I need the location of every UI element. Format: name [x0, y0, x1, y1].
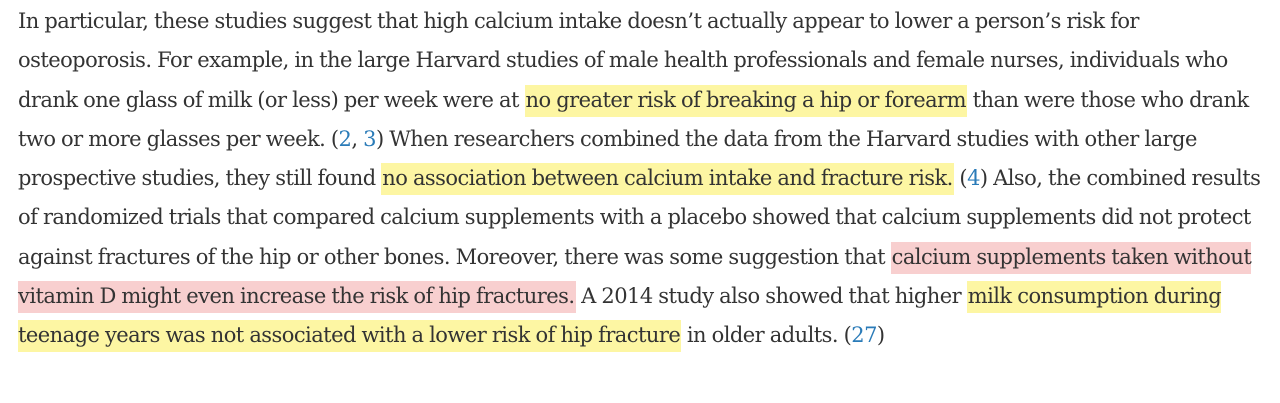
article-paragraph: In particular, these studies suggest tha…: [18, 2, 1278, 356]
paragraph-text: in older adults. (: [681, 323, 852, 348]
citation-link-4[interactable]: 4: [967, 166, 980, 191]
citation-link-3[interactable]: 3: [363, 126, 376, 151]
highlight-yellow: no greater risk of breaking a hip or for…: [524, 84, 967, 117]
paragraph-text: ) When researchers combined the data fro…: [18, 126, 1197, 191]
paragraph-text: A 2014 study also showed that higher: [575, 284, 967, 309]
paragraph-text: (: [953, 166, 968, 191]
paragraph-text: ): [876, 323, 885, 348]
paragraph-text: In particular, these studies suggest tha…: [18, 9, 1228, 112]
paragraph-text: ,: [351, 126, 364, 151]
paragraph-text: than were those who drank two or more gl…: [18, 87, 1249, 151]
citation-link-2[interactable]: 2: [338, 126, 352, 151]
citation-link-27[interactable]: 27: [851, 323, 877, 348]
highlight-yellow: no association between calcium intake an…: [381, 163, 954, 196]
paragraph-text: ) Also, the combined results of randomiz…: [18, 166, 1261, 269]
